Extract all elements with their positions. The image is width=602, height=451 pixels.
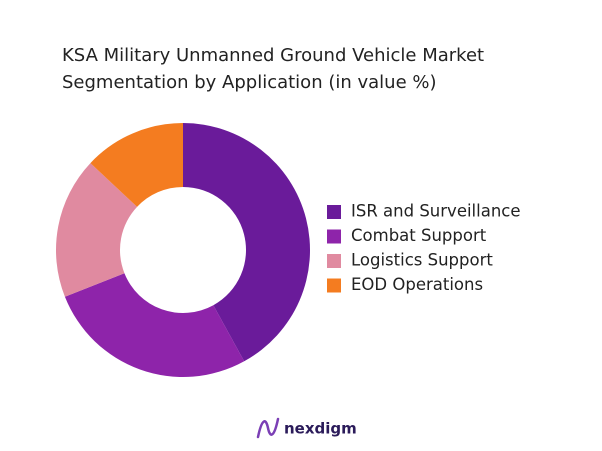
donut-segment: [90, 123, 183, 207]
legend-label: EOD Operations: [351, 275, 483, 294]
legend-swatch: [327, 229, 341, 244]
legend-swatch: [327, 205, 341, 219]
brand-logo: nexdigm: [256, 417, 357, 439]
donut-segment: [56, 163, 138, 297]
legend-swatch: [327, 254, 341, 268]
legend-label: ISR and Surveillance: [351, 202, 521, 221]
legend-label: Logistics Support: [351, 251, 493, 270]
donut-segment: [64, 273, 245, 377]
chart-title: KSA Military Unmanned Ground Vehicle Mar…: [62, 45, 484, 66]
chart-title: Segmentation by Application (in value %): [62, 72, 437, 93]
legend-swatch: [327, 278, 341, 293]
brand-name: nexdigm: [284, 420, 357, 438]
legend-label: Combat Support: [351, 226, 487, 245]
logo-icon: [256, 417, 280, 439]
donut-segment: [183, 123, 311, 362]
